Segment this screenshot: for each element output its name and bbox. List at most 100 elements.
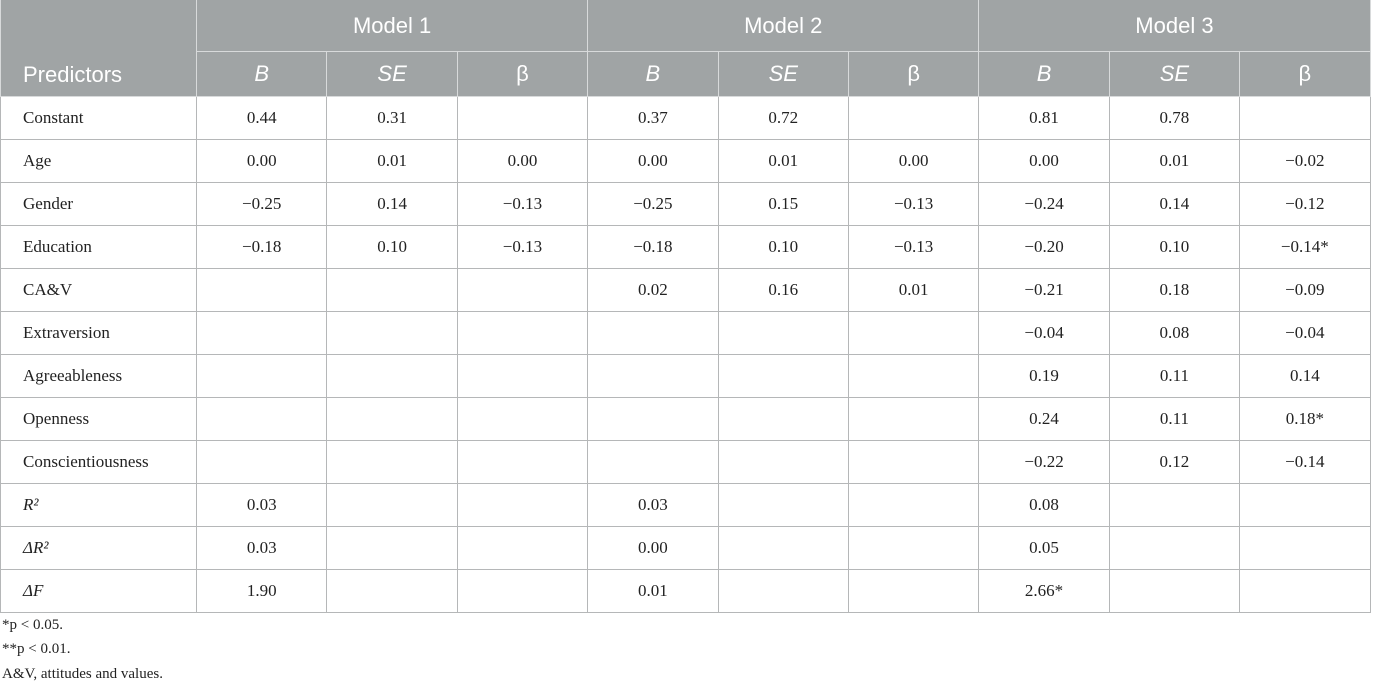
empty-cell bbox=[456, 397, 589, 441]
predictor-label: Education bbox=[0, 225, 197, 269]
empty-cell bbox=[587, 397, 719, 441]
empty-cell bbox=[847, 397, 980, 441]
empty-cell bbox=[326, 483, 458, 527]
empty-cell bbox=[456, 440, 589, 484]
empty-cell bbox=[195, 440, 328, 484]
value-cell: 0.10 bbox=[717, 225, 849, 269]
table-row: ΔR² 0.03 0.00 0.05 bbox=[0, 526, 1371, 570]
value-cell: 1.90 bbox=[195, 569, 328, 613]
empty-cell bbox=[847, 354, 980, 398]
empty-cell bbox=[1108, 483, 1241, 527]
value-cell: 2.66* bbox=[978, 569, 1110, 613]
footnote: A&V, attitudes and values. bbox=[2, 666, 163, 682]
value-cell: 0.05 bbox=[978, 526, 1110, 570]
empty-cell bbox=[717, 397, 849, 441]
value-cell: 0.00 bbox=[195, 139, 328, 183]
value-cell: 0.00 bbox=[847, 139, 980, 183]
empty-cell bbox=[1239, 569, 1371, 613]
empty-cell bbox=[456, 96, 589, 140]
empty-cell bbox=[326, 569, 458, 613]
stat-header: β bbox=[847, 51, 980, 97]
value-cell: 0.72 bbox=[717, 96, 849, 140]
table-row: ΔF 1.90 0.01 2.66* bbox=[0, 569, 1371, 613]
value-cell: 0.00 bbox=[456, 139, 589, 183]
empty-cell bbox=[1108, 526, 1241, 570]
value-cell: −0.25 bbox=[195, 182, 328, 226]
table-row: CA&V 0.02 0.16 0.01 −0.21 0.18 −0.09 bbox=[0, 268, 1371, 312]
empty-cell bbox=[717, 440, 849, 484]
table-row: Extraversion −0.04 0.08 −0.04 bbox=[0, 311, 1371, 355]
stat-header: β bbox=[1239, 51, 1371, 97]
value-cell: −0.04 bbox=[1239, 311, 1371, 355]
table-row: Age 0.00 0.01 0.00 0.00 0.01 0.00 0.00 0.01 −0.02 bbox=[0, 139, 1371, 183]
empty-cell bbox=[195, 354, 328, 398]
table-row: Constant 0.44 0.31 0.37 0.72 0.81 0.78 bbox=[0, 96, 1371, 140]
value-cell: 0.00 bbox=[978, 139, 1110, 183]
value-cell: −0.14 bbox=[1239, 440, 1371, 484]
empty-cell bbox=[717, 354, 849, 398]
model-header: Model 3 bbox=[978, 0, 1371, 52]
value-cell: 0.01 bbox=[717, 139, 849, 183]
value-cell: −0.20 bbox=[978, 225, 1110, 269]
predictor-label: Extraversion bbox=[0, 311, 197, 355]
value-cell: −0.12 bbox=[1239, 182, 1371, 226]
table-row: Education −0.18 0.10 −0.13 −0.18 0.10 −0.13 −0.… bbox=[0, 225, 1371, 269]
empty-cell bbox=[326, 440, 458, 484]
value-cell: 0.01 bbox=[326, 139, 458, 183]
value-cell: 0.15 bbox=[717, 182, 849, 226]
value-cell: −0.25 bbox=[587, 182, 719, 226]
value-cell: 0.19 bbox=[978, 354, 1110, 398]
empty-cell bbox=[1239, 483, 1371, 527]
empty-cell bbox=[847, 569, 980, 613]
empty-cell bbox=[326, 268, 458, 312]
value-cell: 0.03 bbox=[587, 483, 719, 527]
predictor-label: Age bbox=[0, 139, 197, 183]
value-cell: 0.12 bbox=[1108, 440, 1241, 484]
value-cell: 0.10 bbox=[1108, 225, 1241, 269]
value-cell: −0.18 bbox=[195, 225, 328, 269]
predictor-label: CA&V bbox=[0, 268, 197, 312]
value-cell: 0.02 bbox=[587, 268, 719, 312]
header-row: B SE β B SE β B SE β bbox=[1, 51, 1371, 97]
predictor-label: ΔF bbox=[0, 569, 197, 613]
empty-cell bbox=[326, 354, 458, 398]
predictor-label: Conscientiousness bbox=[0, 440, 197, 484]
empty-cell bbox=[1239, 526, 1371, 570]
value-cell: −0.02 bbox=[1239, 139, 1371, 183]
footnote: **p < 0.01. bbox=[2, 641, 71, 657]
empty-cell bbox=[456, 569, 589, 613]
value-cell: −0.14* bbox=[1239, 225, 1371, 269]
empty-cell bbox=[195, 397, 328, 441]
empty-cell bbox=[326, 397, 458, 441]
value-cell: 0.18* bbox=[1239, 397, 1371, 441]
predictors-header: Predictors bbox=[0, 0, 197, 97]
value-cell: 0.14 bbox=[326, 182, 458, 226]
value-cell: 0.01 bbox=[1108, 139, 1241, 183]
table-row: Conscientiousness −0.22 0.12 −0.14 bbox=[0, 440, 1371, 484]
value-cell: 0.01 bbox=[587, 569, 719, 613]
empty-cell bbox=[1239, 96, 1371, 140]
empty-cell bbox=[456, 268, 589, 312]
empty-cell bbox=[847, 440, 980, 484]
predictor-label: ΔR² bbox=[0, 526, 197, 570]
predictor-label: Constant bbox=[0, 96, 197, 140]
value-cell: 0.08 bbox=[978, 483, 1110, 527]
empty-cell bbox=[717, 483, 849, 527]
table-row: R² 0.03 0.03 0.08 bbox=[0, 483, 1371, 527]
table-row: Openness 0.24 0.11 0.18* bbox=[0, 397, 1371, 441]
value-cell: 0.14 bbox=[1239, 354, 1371, 398]
empty-cell bbox=[326, 526, 458, 570]
value-cell: 0.78 bbox=[1108, 96, 1241, 140]
stat-header: B bbox=[587, 51, 719, 97]
empty-cell bbox=[456, 354, 589, 398]
table-row: Gender −0.25 0.14 −0.13 −0.25 0.15 −0.13 −0.24 0… bbox=[0, 182, 1371, 226]
stat-header: B bbox=[978, 51, 1110, 97]
empty-cell bbox=[456, 526, 589, 570]
empty-cell bbox=[1108, 569, 1241, 613]
empty-cell bbox=[587, 311, 719, 355]
footnote: *p < 0.05. bbox=[2, 617, 63, 633]
table-row: Agreeableness 0.19 0.11 0.14 bbox=[0, 354, 1371, 398]
value-cell: 0.01 bbox=[847, 268, 980, 312]
value-cell: −0.13 bbox=[847, 225, 980, 269]
value-cell: −0.22 bbox=[978, 440, 1110, 484]
